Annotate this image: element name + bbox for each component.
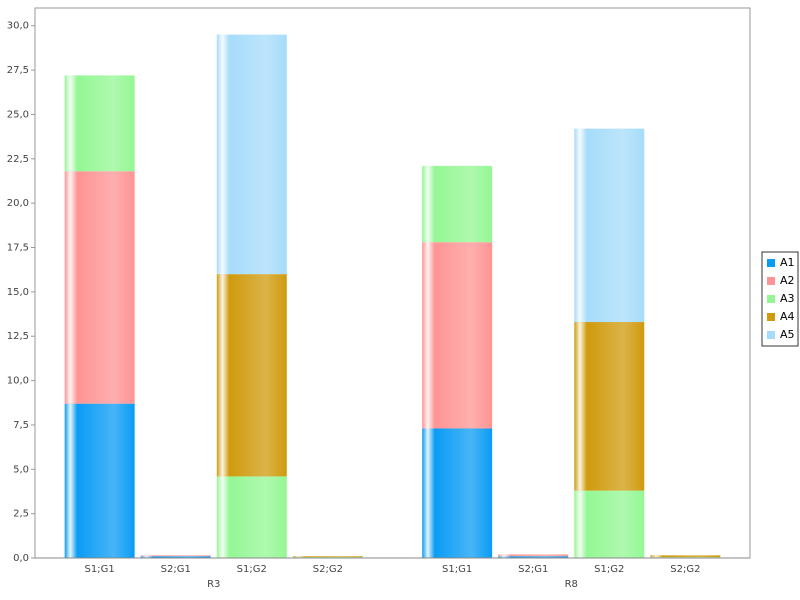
legend-swatch xyxy=(767,295,775,303)
bar-shine xyxy=(140,555,211,557)
bar-shine xyxy=(498,556,569,558)
bar-shine xyxy=(498,554,569,557)
x-tick-label: S2;G1 xyxy=(518,564,548,575)
y-tick-label: 2,5 xyxy=(13,509,29,520)
bar-shine xyxy=(64,171,135,404)
y-tick-label: 27,5 xyxy=(7,65,29,76)
legend-swatch xyxy=(767,313,775,321)
group-label: R3 xyxy=(207,579,220,590)
y-tick-label: 17,5 xyxy=(7,243,29,254)
y-tick-label: 5,0 xyxy=(13,464,29,475)
bar-shine xyxy=(216,34,287,275)
bar-shine xyxy=(216,274,287,477)
y-tick-label: 15,0 xyxy=(7,287,29,298)
bar-shine xyxy=(216,476,287,558)
bar-shine xyxy=(64,403,135,558)
x-tick-label: S2;G2 xyxy=(313,564,343,575)
bar-shine xyxy=(574,490,645,558)
bar-shine xyxy=(292,556,363,558)
x-tick-label: S2;G2 xyxy=(670,564,700,575)
y-tick-label: 12,5 xyxy=(7,331,29,342)
bar-shine xyxy=(422,428,493,558)
bar-shine xyxy=(574,322,645,491)
y-tick-label: 0,0 xyxy=(13,553,29,564)
x-tick-label: S1;G2 xyxy=(594,564,624,575)
legend-label: A4 xyxy=(780,310,795,323)
bar-shine xyxy=(650,555,721,558)
x-tick-label: S1;G2 xyxy=(237,564,267,575)
y-tick-label: 20,0 xyxy=(7,198,29,209)
y-tick-label: 7,5 xyxy=(13,420,29,431)
group-label: R8 xyxy=(565,579,578,590)
legend-swatch xyxy=(767,331,775,339)
y-tick-label: 30,0 xyxy=(7,21,29,32)
x-tick-label: S1;G1 xyxy=(442,564,472,575)
bar-shine xyxy=(574,128,645,323)
bar-shine xyxy=(422,165,493,243)
y-tick-label: 25,0 xyxy=(7,109,29,120)
y-tick-label: 22,5 xyxy=(7,154,29,165)
legend-swatch xyxy=(767,259,775,267)
legend-label: A1 xyxy=(780,256,795,269)
legend-swatch xyxy=(767,277,775,285)
legend-label: A3 xyxy=(780,292,795,305)
legend-label: A5 xyxy=(780,328,795,341)
bar-shine xyxy=(64,75,135,172)
bar-shine xyxy=(422,242,493,429)
bar-shine xyxy=(140,556,211,558)
x-tick-label: S1;G1 xyxy=(85,564,115,575)
x-tick-label: S2;G1 xyxy=(161,564,191,575)
y-tick-label: 10,0 xyxy=(7,376,29,387)
legend-label: A2 xyxy=(780,274,795,287)
